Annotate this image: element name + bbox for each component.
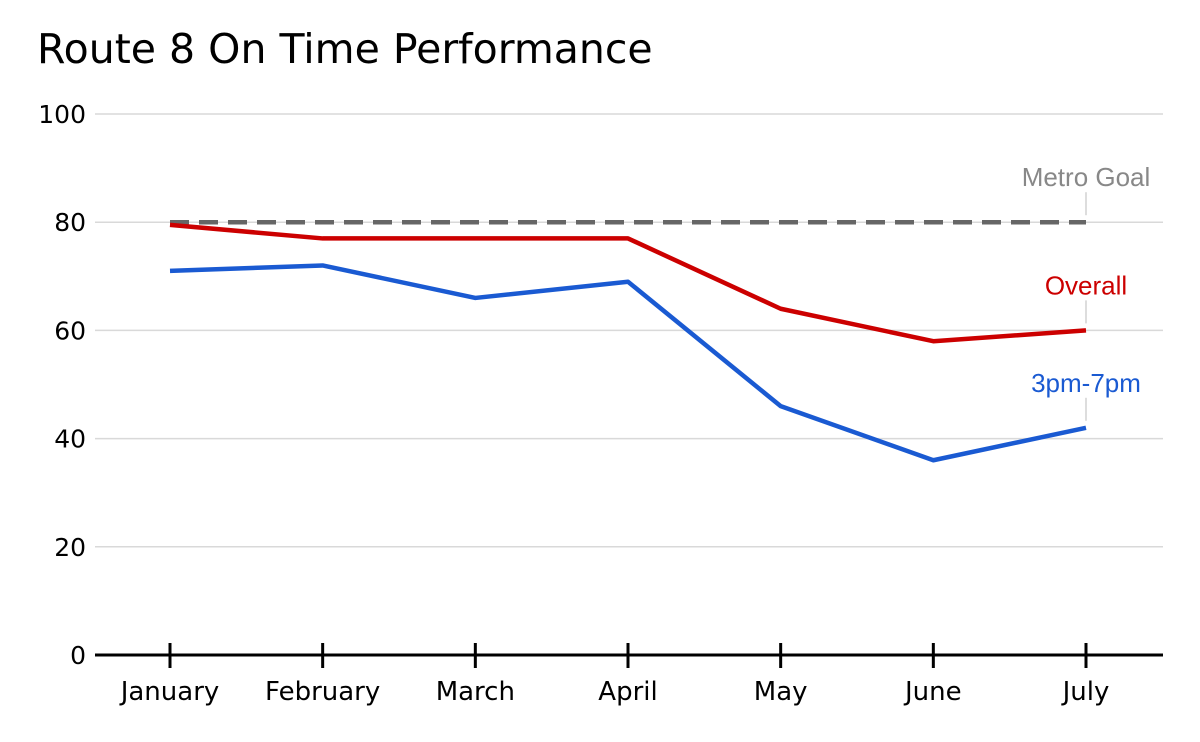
chart-title: Route 8 On Time Performance [37,25,653,73]
y-axis-tick-label: 60 [54,316,86,345]
y-axis-tick-label: 100 [38,100,86,129]
x-axis-label-june: June [903,677,962,707]
series-line-3pm-7pm [169,263,1087,463]
x-axis-label-may: May [754,677,808,707]
x-axis-label-january: January [119,677,220,707]
y-axis-tick-label: 40 [54,425,86,454]
series-line-overall [169,222,1087,344]
x-axis-label-march: March [436,677,515,707]
metro-goal-label: Metro Goal [1022,162,1151,192]
overall-label: Overall [1045,270,1127,300]
x-axis-label-april: April [598,677,657,707]
y-axis-tick-label: 0 [70,641,86,670]
y-axis-tick-label: 20 [54,533,86,562]
y-axis-tick-label: 80 [54,208,86,237]
x-axis-label-february: February [265,677,380,707]
x-axis-label-july: July [1061,677,1110,707]
pm-peak-label: 3pm-7pm [1031,368,1141,398]
